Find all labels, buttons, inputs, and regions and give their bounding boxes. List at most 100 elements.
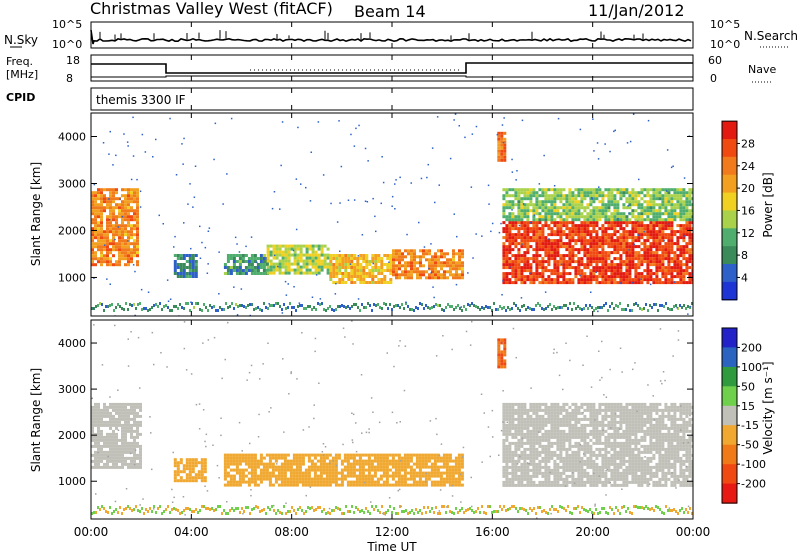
echo-cell — [272, 262, 276, 266]
echo-cell — [292, 456, 296, 460]
echo-cell — [688, 275, 692, 279]
echo-cell — [418, 468, 422, 472]
echo-cell — [544, 432, 548, 436]
echo-cell — [550, 257, 554, 261]
echo-cell — [529, 200, 533, 204]
echo-cell — [398, 276, 401, 280]
speckle-cell — [353, 199, 356, 201]
echo-cell — [286, 465, 290, 469]
echo-cell — [109, 411, 112, 415]
echo-cell — [637, 218, 641, 222]
echo-cell — [361, 471, 365, 475]
echo-cell — [253, 477, 257, 481]
echo-cell — [308, 262, 312, 266]
echo-cell — [532, 405, 536, 409]
echo-cell — [601, 275, 605, 279]
echo-cell — [511, 420, 515, 424]
echo-cell — [637, 263, 641, 267]
echo-cell — [103, 411, 106, 415]
near-range-cell — [277, 302, 279, 305]
echo-cell — [133, 414, 136, 418]
near-range-cell — [171, 309, 173, 312]
echo-cell — [625, 242, 629, 246]
echo-cell — [658, 215, 662, 219]
echo-cell — [361, 465, 365, 469]
echo-cell — [532, 447, 536, 451]
echo-cell — [316, 477, 320, 481]
echo-cell — [538, 221, 542, 225]
echo-cell — [136, 191, 139, 195]
echo-cell — [386, 254, 390, 257]
echo-cell — [323, 244, 327, 248]
echo-cell — [200, 458, 204, 462]
echo-cell — [406, 456, 410, 460]
echo-cell — [401, 273, 404, 277]
echo-cell — [628, 218, 632, 222]
echo-cell — [511, 462, 515, 466]
echo-cell — [124, 450, 127, 454]
echo-cell — [229, 474, 233, 478]
echo-cell — [508, 233, 512, 237]
echo-cell — [238, 257, 242, 260]
echo-cell — [100, 191, 103, 195]
echo-cell — [302, 265, 306, 269]
echo-cell — [667, 197, 671, 201]
echo-cell — [191, 476, 195, 480]
echo-cell — [670, 227, 674, 231]
echo-cell — [235, 480, 239, 484]
echo-cell — [673, 233, 677, 237]
echo-cell — [223, 465, 227, 469]
echo-cell — [259, 456, 263, 460]
echo-cell — [658, 245, 662, 249]
near-range-cell — [279, 305, 281, 308]
echo-cell — [547, 278, 551, 282]
echo-cell — [682, 188, 686, 192]
echo-cell — [185, 260, 189, 263]
echo-cell — [349, 453, 353, 457]
echo-cell — [133, 200, 136, 204]
echo-cell — [382, 468, 386, 472]
echo-cell — [673, 230, 677, 234]
near-range-cell — [211, 306, 213, 309]
echo-cell — [307, 465, 311, 469]
near-range-cell — [311, 308, 313, 311]
echo-cell — [562, 480, 566, 484]
echo-cell — [173, 260, 177, 263]
speckle-cell — [268, 303, 270, 305]
echo-cell — [103, 242, 106, 246]
speckle-cell — [104, 244, 106, 246]
echo-cell — [241, 269, 245, 272]
echo-cell — [341, 272, 345, 275]
echo-cell — [502, 483, 506, 487]
near-range-cell — [169, 309, 171, 312]
near-range-cell — [465, 308, 467, 311]
echo-cell — [550, 483, 554, 487]
echo-cell — [514, 459, 518, 463]
echo-cell — [226, 465, 230, 469]
echo-cell — [295, 456, 299, 460]
echo-cell — [520, 414, 524, 418]
echo-cell — [398, 267, 401, 271]
echo-cell — [637, 239, 641, 243]
echo-cell — [520, 209, 524, 213]
echo-cell — [511, 272, 515, 276]
echo-cell — [118, 251, 121, 255]
echo-cell — [520, 483, 524, 487]
echo-cell — [592, 224, 596, 228]
echo-cell — [280, 483, 284, 487]
near-range-cell — [95, 305, 97, 308]
echo-cell — [601, 233, 605, 237]
echo-cell — [344, 254, 348, 257]
echo-cell — [284, 244, 288, 248]
echo-cell — [115, 411, 118, 415]
near-range-cell — [327, 307, 329, 310]
echo-cell — [97, 188, 100, 192]
echo-cell — [197, 476, 201, 480]
echo-cell — [262, 462, 266, 466]
echo-cell — [182, 467, 186, 471]
echo-cell — [275, 262, 279, 266]
echo-cell — [91, 191, 94, 195]
echo-cell — [532, 191, 536, 195]
echo-cell — [238, 471, 242, 475]
echo-cell — [532, 429, 536, 433]
